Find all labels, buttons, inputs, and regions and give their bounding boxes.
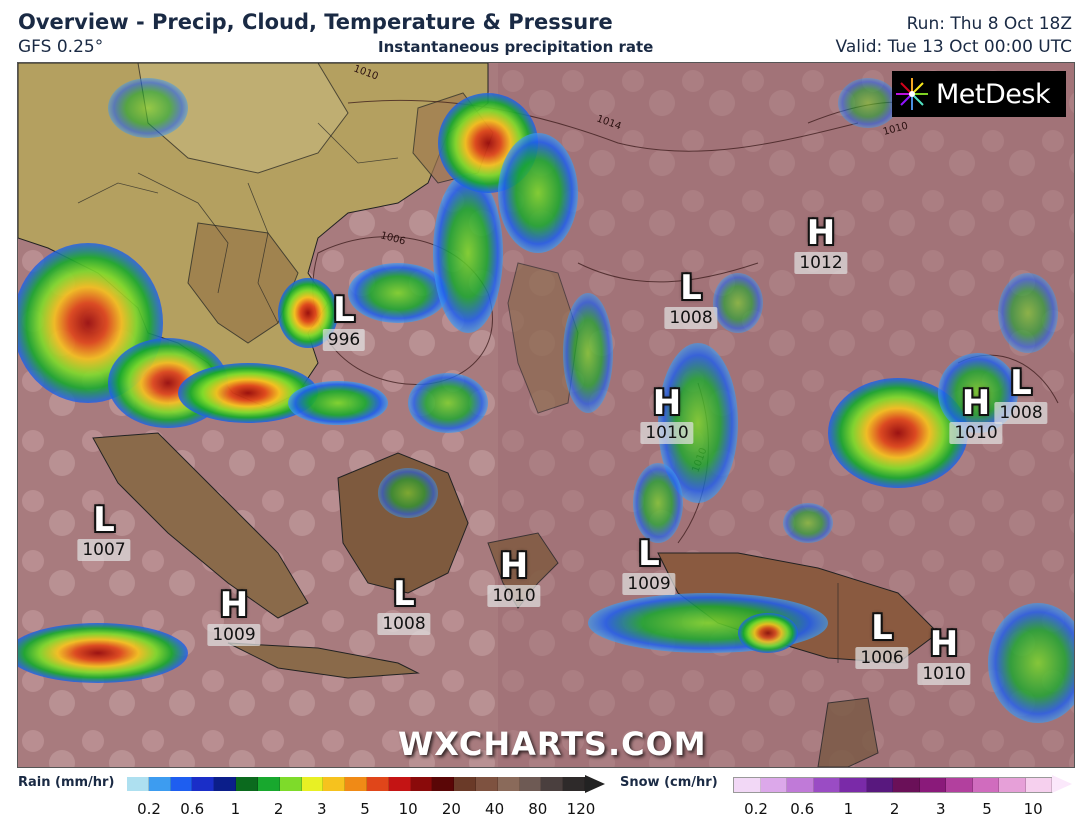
pressure-low-center: L 1008	[664, 271, 718, 329]
legend-tick-label: 10	[398, 800, 418, 818]
logo-text: MetDesk	[936, 78, 1051, 110]
legend-tick-label: 3	[317, 800, 327, 818]
map-canvas: 1014 1010 1006 1010 1010	[18, 63, 1074, 767]
legend-swatch	[148, 777, 171, 791]
pressure-low-center: L 1009	[622, 537, 676, 595]
weather-map: 1014 1010 1006 1010 1010	[17, 62, 1075, 768]
legend-swatch	[127, 777, 149, 791]
legend-tick-label: 80	[528, 800, 548, 818]
legend-tick-label: 0.2	[744, 800, 768, 818]
legend-swatch	[323, 777, 346, 791]
legend-swatch	[813, 778, 840, 792]
legend-tick-label: 0.6	[790, 800, 815, 818]
legend-swatch	[866, 778, 893, 792]
legend-swatch	[840, 778, 867, 792]
valid-time: Valid: Tue 13 Oct 00:00 UTC	[835, 37, 1072, 57]
chart-title: Overview - Precip, Cloud, Temperature & …	[18, 10, 613, 34]
legend-tick-label: 2	[273, 800, 284, 818]
legend-tick-label: 120	[566, 800, 596, 818]
legend-swatch	[919, 778, 946, 792]
legend-tick-label: 10	[1023, 800, 1043, 818]
legend-tick-label: 0.6	[180, 800, 205, 818]
legend-swatch	[214, 777, 237, 791]
pressure-high-center: H 1010	[917, 627, 971, 685]
chart-subtitle: Instantaneous precipitation rate	[378, 38, 654, 56]
legend-swatch	[236, 777, 258, 791]
pressure-low-center: L 996	[322, 293, 366, 351]
legend-swatch	[301, 777, 324, 791]
rain-bar-arrow	[585, 775, 605, 793]
legend-tick-label: 1	[230, 800, 241, 818]
legend-swatch	[946, 778, 973, 792]
legend-swatch	[279, 777, 302, 791]
legend-swatch	[1025, 778, 1052, 792]
legend-swatch	[541, 777, 564, 791]
legend-swatch	[734, 778, 761, 792]
legend-swatch	[519, 777, 542, 791]
metdesk-logo: MetDesk	[892, 71, 1066, 117]
legend-tick-label: 0.2	[137, 800, 161, 818]
legend-swatch	[454, 777, 476, 791]
legend-swatch	[999, 778, 1026, 792]
legend-tick-label: 3	[936, 800, 946, 818]
legend-swatch	[893, 778, 920, 792]
pressure-high-center: H 1010	[640, 386, 694, 444]
snow-color-bar	[733, 777, 1053, 793]
borders	[77, 122, 839, 663]
watermark: WXCHARTS.COM	[398, 725, 707, 763]
legend-swatch	[192, 777, 215, 791]
legend-swatch	[170, 777, 193, 791]
legend-tick-label: 20	[441, 800, 461, 818]
legend-swatch	[410, 777, 433, 791]
rain-legend-title: Rain (mm/hr)	[18, 775, 115, 790]
legend-swatch	[972, 778, 999, 792]
legend-swatch	[366, 777, 389, 791]
snow-bar-arrow	[1052, 775, 1072, 793]
legend-swatch	[787, 778, 814, 792]
legend-swatch	[388, 777, 411, 791]
legend: Rain (mm/hr) 0.2 0.6 1 2 3 5 10 20 40 80 120 Snow …	[0, 770, 1082, 834]
legend-tick-label: 5	[360, 800, 370, 818]
run-time: Run: Thu 8 Oct 18Z	[906, 14, 1072, 34]
legend-swatch	[760, 778, 787, 792]
legend-tick-label: 1	[843, 800, 854, 818]
pressure-high-center: H 1010	[949, 386, 1003, 444]
pressure-high-center: H 1010	[487, 549, 541, 607]
pressure-low-center: L 1008	[994, 366, 1048, 424]
legend-swatch	[497, 777, 520, 791]
legend-tick-label: 5	[982, 800, 992, 818]
legend-swatch	[432, 777, 455, 791]
metdesk-burst-icon	[896, 78, 928, 110]
snow-legend-title: Snow (cm/hr)	[620, 775, 718, 790]
legend-swatch	[257, 777, 280, 791]
legend-tick-label: 2	[889, 800, 900, 818]
rain-color-bar	[127, 777, 586, 791]
legend-swatch	[345, 777, 367, 791]
legend-swatch	[476, 777, 498, 791]
land-masses	[18, 63, 939, 767]
pressure-low-center: L 1008	[377, 577, 431, 635]
legend-tick-label: 40	[485, 800, 505, 818]
pressure-low-center: L 1006	[855, 611, 909, 669]
legend-swatch	[563, 777, 586, 791]
model-name: GFS 0.25°	[18, 37, 104, 57]
pressure-high-center: H 1012	[794, 216, 848, 274]
pressure-low-center: L 1007	[77, 503, 131, 561]
pressure-high-center: H 1009	[207, 588, 261, 646]
